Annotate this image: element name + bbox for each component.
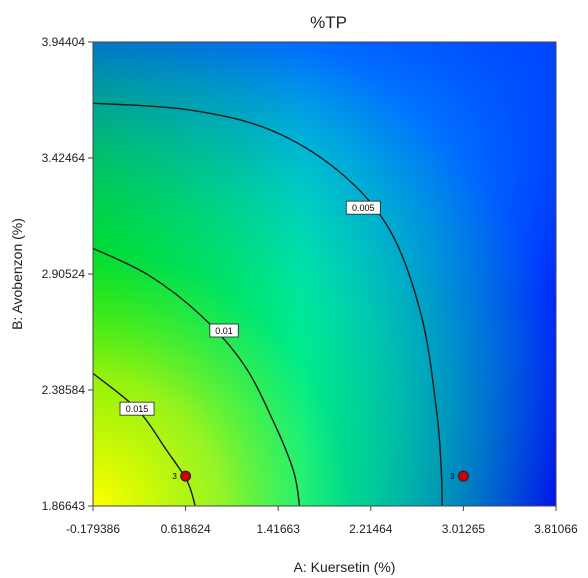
y-tick-label: 3.42464 [42,151,86,165]
y-tick-label: 3.94404 [42,35,86,49]
contour-line [93,102,443,506]
contour-label-box [119,401,155,416]
design-point-label: 3 [172,472,177,481]
contour-label-box [345,200,381,215]
y-axis-ticks: 1.86643 2.38584 2.90524 3.42464 3.94404 [42,35,93,513]
y-tick-label: 2.38584 [42,383,86,397]
design-point-label: 3 [450,472,455,481]
design-point [457,470,469,482]
contour-label-box [209,323,239,338]
x-axis-ticks: -0.179386 0.618624 1.41663 2.21464 3.01265 3.… [66,506,578,536]
chart-title: %TP [310,13,347,32]
x-tick-label: 1.41663 [257,522,301,536]
x-tick-label: 0.618624 [161,522,211,536]
x-tick-label: -0.179386 [66,522,120,536]
x-tick-label: 3.01265 [442,522,486,536]
contour-label: 0.015 [126,404,149,414]
color-field-high-corner [93,42,556,506]
contour-label: 0.01 [215,326,233,336]
contour-labels: 0.015 0.01 0.005 [119,200,381,416]
x-tick-label: 3.81066 [534,522,578,536]
contour-lines [93,102,443,506]
x-tick-label: 2.21464 [349,522,393,536]
y-tick-label: 1.86643 [42,499,86,513]
contour-label: 0.005 [352,203,375,213]
y-axis-title: B: Avobenzon (%) [9,218,25,330]
contour-line [93,247,301,506]
design-point [180,470,192,482]
x-axis-title: A: Kuersetin (%) [294,559,396,575]
y-tick-label: 2.90524 [42,267,86,281]
contour-line [93,372,196,506]
